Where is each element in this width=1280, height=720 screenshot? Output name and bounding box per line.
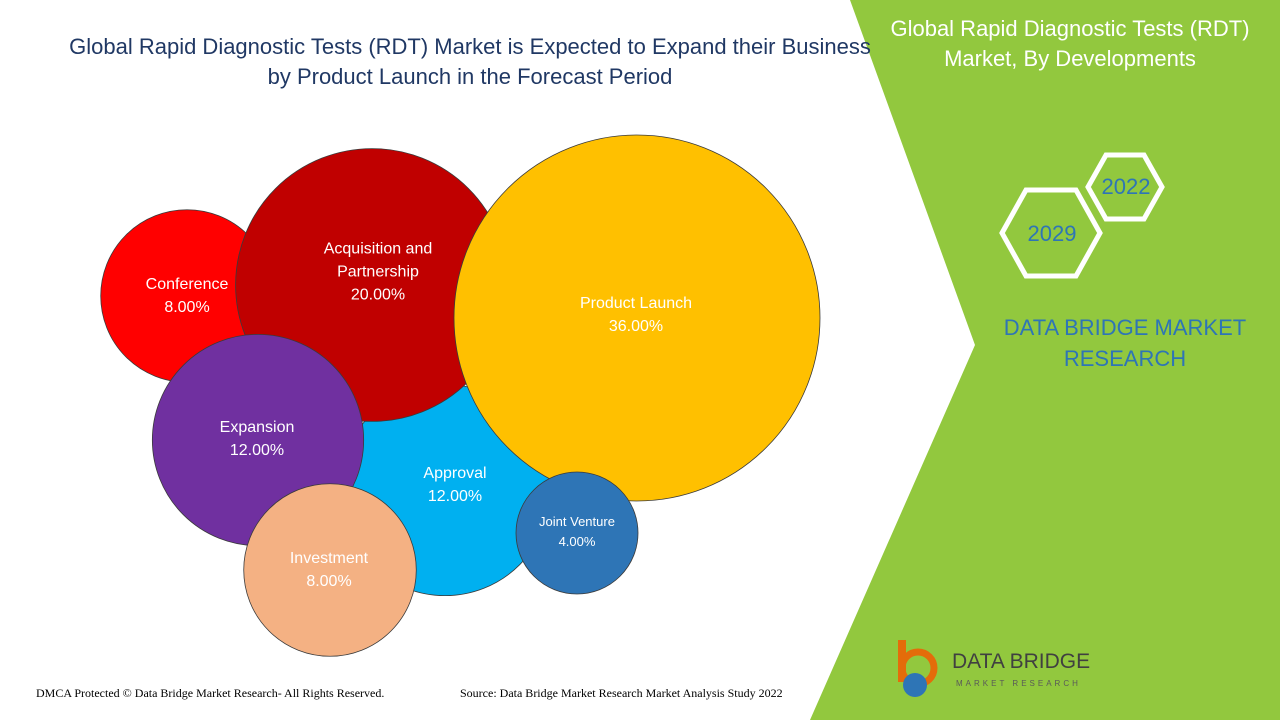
bubble xyxy=(243,483,417,657)
value-label: 12.00% xyxy=(229,442,285,459)
year: 2022 xyxy=(1102,174,1151,199)
footer-left: DMCA Protected © Data Bridge Market Rese… xyxy=(36,686,385,700)
logo-tagline: MARKET RESEARCH xyxy=(956,679,1081,688)
category-label: Joint Venture xyxy=(539,514,615,529)
bubble-label: Joint Venture 4.00% xyxy=(537,512,617,552)
value-label: 4.00% xyxy=(558,534,596,549)
value-label: 36.00% xyxy=(608,318,664,335)
bubble xyxy=(453,134,821,502)
bubble-label: Product Launch 36.00% xyxy=(556,292,716,338)
footer-right: Source: Data Bridge Market Research Mark… xyxy=(460,686,783,700)
panel-title: Global Rapid Diagnostic Tests (RDT) Mark… xyxy=(890,16,1250,71)
chart-title: Global Rapid Diagnostic Tests (RDT) Mark… xyxy=(69,34,871,89)
category-label: Product Launch xyxy=(579,295,693,312)
year: 2029 xyxy=(1028,221,1077,246)
bubbles xyxy=(100,134,821,657)
value-label: 20.00% xyxy=(350,286,406,304)
category-label: Expansion xyxy=(219,419,295,436)
hexagon xyxy=(999,187,1103,279)
bubble xyxy=(515,471,639,595)
bubble-label: Expansion 12.00% xyxy=(197,416,317,462)
value-label: 12.00% xyxy=(427,488,483,505)
category-label: Conference xyxy=(145,276,229,293)
value-label: 8.00% xyxy=(306,573,352,590)
logo-name: DATA BRIDGE xyxy=(952,650,1090,673)
category-label: Acquisition and Partnership xyxy=(323,240,433,281)
logo-icon xyxy=(898,640,938,697)
hexagon xyxy=(1085,152,1165,222)
value-label: 8.00% xyxy=(164,299,210,316)
bubble-label: Acquisition and Partnership 20.00% xyxy=(303,238,453,307)
bubble-label: Investment 8.00% xyxy=(269,547,389,593)
side-panel xyxy=(810,0,1280,720)
category-label: Investment xyxy=(289,550,369,567)
brand: DATA BRIDGE MARKET RESEARCH xyxy=(1003,315,1247,371)
bubble-label: Conference 8.00% xyxy=(132,273,242,319)
category-label: Approval xyxy=(423,465,487,482)
bubble-label: Approval 12.00% xyxy=(395,462,515,508)
